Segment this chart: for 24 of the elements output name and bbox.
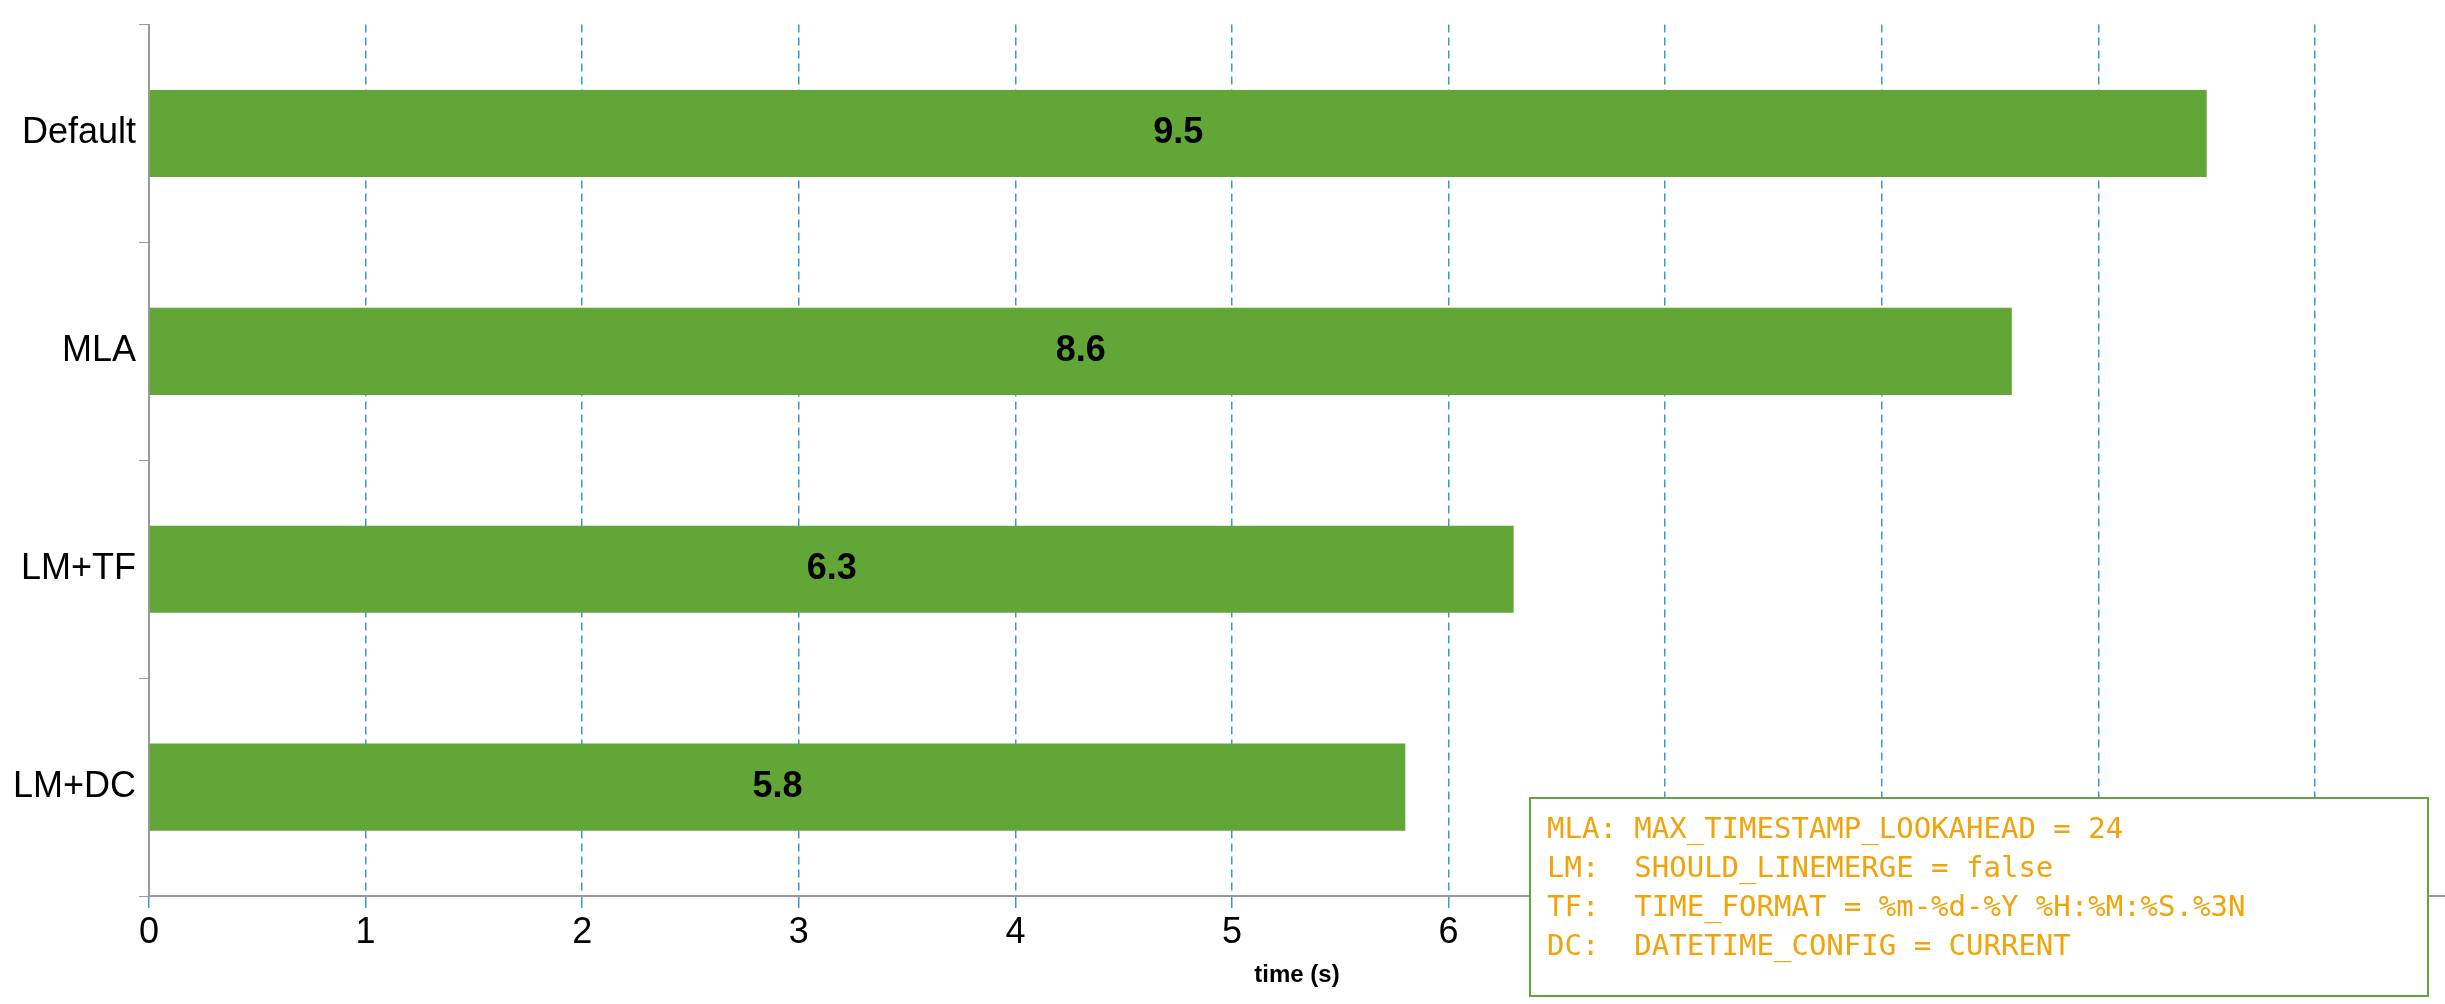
data-label: 9.5 (1153, 110, 1204, 152)
data-label: 5.8 (752, 764, 803, 805)
x-tick-label: 6 (1438, 909, 1459, 951)
x-axis-title: time (s) (1254, 960, 1340, 988)
y-tick-label: MLA (62, 328, 137, 370)
y-tick-label: LM+TF (21, 546, 137, 588)
x-tick-label: 2 (572, 909, 593, 951)
x-tick-label: 3 (788, 909, 809, 951)
annotation: TF: TIME_FORMAT = %m-%d-%Y %H:%M:%S.%3N (1547, 888, 2246, 926)
x-tick-label: 4 (1005, 909, 1026, 951)
bar (149, 525, 1514, 613)
note-box: MLA: MAX_TIMESTAMP_LOOKAHEAD = 24 LM: SHOULD_LINEMERGE = false TF: TIME_FORMAT = %m-%d-%Y %H:%M:%S.%3N DC: DATETIME_CONFIG = CURRENT (1529, 797, 2429, 997)
data-label: 8.6 (1055, 328, 1106, 370)
bar (149, 89, 2207, 178)
x-tick-label: 1 (355, 909, 376, 951)
y-tick-label: LM+DC (13, 764, 137, 805)
data-label: 6.3 (806, 546, 857, 588)
annotation: LM: SHOULD_LINEMERGE = false (1547, 849, 2054, 887)
bar (149, 307, 2012, 395)
x-tick-label: 0 (139, 909, 160, 951)
y-tick-label: Default (21, 110, 137, 152)
x-tick-label: 5 (1222, 909, 1243, 951)
annotation: MLA: MAX_TIMESTAMP_LOOKAHEAD = 24 (1547, 810, 2124, 847)
bar (149, 743, 1406, 831)
